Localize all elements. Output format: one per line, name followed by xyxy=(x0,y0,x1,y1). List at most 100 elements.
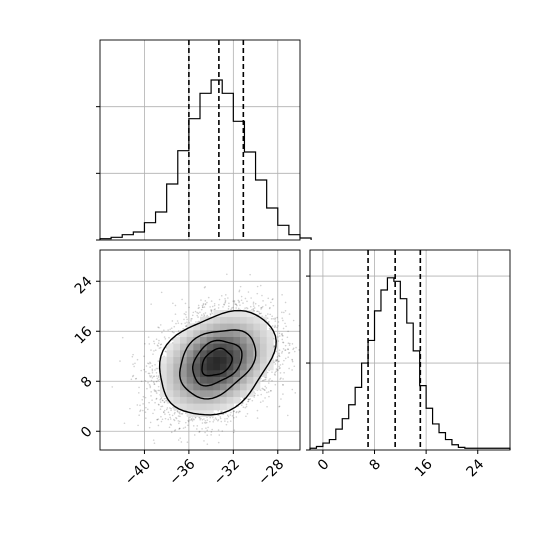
density-cell xyxy=(226,310,234,317)
scatter-point xyxy=(155,392,158,394)
scatter-point xyxy=(224,299,227,302)
scatter-point xyxy=(224,300,227,303)
density-cell xyxy=(240,316,247,324)
scatter-point xyxy=(159,399,161,401)
scatter-point xyxy=(220,295,223,297)
scatter-point xyxy=(288,351,291,354)
scatter-point xyxy=(157,418,160,420)
scatter-point xyxy=(148,362,150,365)
scatter-point xyxy=(173,429,176,432)
scatter-point xyxy=(158,389,161,392)
scatter-point xyxy=(267,382,270,384)
scatter-point xyxy=(276,369,279,371)
scatter-point xyxy=(261,294,263,297)
scatter-point xyxy=(155,338,158,341)
density-cell xyxy=(246,370,254,377)
scatter-point xyxy=(257,394,259,397)
scatter-point xyxy=(284,357,287,360)
scatter-point xyxy=(215,418,218,421)
scatter-point xyxy=(252,301,255,304)
scatter-point xyxy=(151,377,154,379)
scatter-point xyxy=(287,348,290,351)
density-cell xyxy=(213,363,221,371)
scatter-point xyxy=(265,376,267,379)
scatter-point xyxy=(178,420,181,423)
scatter-point xyxy=(226,417,228,420)
density-cell xyxy=(246,350,254,357)
scatter-point xyxy=(186,321,188,324)
scatter-point xyxy=(165,408,168,411)
scatter-point xyxy=(163,409,166,412)
scatter-point xyxy=(175,416,177,419)
density-cell xyxy=(246,376,254,384)
density-cell xyxy=(233,330,241,337)
scatter-point xyxy=(279,364,282,366)
scatter-point xyxy=(153,442,156,444)
scatter-point xyxy=(233,410,236,412)
density-cell xyxy=(160,363,167,371)
scatter-point xyxy=(177,415,180,417)
scatter-point xyxy=(187,424,189,427)
scatter-point xyxy=(152,381,155,384)
density-cell xyxy=(240,323,247,331)
scatter-point xyxy=(288,342,291,345)
scatter-point xyxy=(207,296,210,299)
density-cell xyxy=(233,363,241,371)
density-cell xyxy=(213,396,221,404)
scatter-point xyxy=(275,370,278,373)
joint-xtick-label-3: −28 xyxy=(255,456,287,488)
scatter-point xyxy=(152,353,154,355)
scatter-point xyxy=(256,417,259,419)
scatter-point xyxy=(147,336,150,338)
scatter-point xyxy=(274,383,277,386)
scatter-point xyxy=(169,418,172,420)
scatter-point xyxy=(284,309,287,312)
scatter-point xyxy=(190,318,192,320)
scatter-point xyxy=(271,379,273,382)
scatter-point xyxy=(201,422,204,424)
scatter-point xyxy=(235,416,238,418)
scatter-point xyxy=(204,422,207,424)
scatter-point xyxy=(272,304,275,307)
scatter-point xyxy=(268,321,270,323)
scatter-point xyxy=(199,311,201,314)
scatter-point xyxy=(275,359,278,362)
scatter-point xyxy=(149,361,151,364)
scatter-point xyxy=(270,390,272,392)
scatter-point xyxy=(278,360,280,363)
scatter-point xyxy=(143,368,145,371)
scatter-point xyxy=(202,303,205,306)
density-cell xyxy=(213,350,221,357)
density-cell xyxy=(266,330,274,337)
scatter-point xyxy=(282,341,285,344)
scatter-point xyxy=(291,343,294,345)
scatter-point xyxy=(247,400,249,403)
scatter-point xyxy=(190,418,193,421)
scatter-point xyxy=(203,314,206,317)
scatter-point xyxy=(155,397,158,400)
density-cell xyxy=(220,383,227,391)
scatter-point xyxy=(245,306,248,309)
scatter-point xyxy=(242,406,245,409)
scatter-point xyxy=(209,416,212,419)
scatter-point xyxy=(200,299,202,301)
joint-ytick-label-0: 0 xyxy=(78,424,96,442)
scatter-point xyxy=(219,416,222,418)
scatter-point xyxy=(235,303,238,306)
scatter-point xyxy=(163,401,166,403)
density-cell xyxy=(206,396,214,404)
scatter-point xyxy=(177,420,180,422)
density-cell xyxy=(206,336,214,344)
density-cell xyxy=(180,350,187,357)
scatter-point xyxy=(145,406,147,409)
density-cell xyxy=(180,396,187,404)
scatter-point xyxy=(278,405,281,408)
density-cell xyxy=(200,410,207,417)
density-cell xyxy=(240,343,247,351)
scatter-point xyxy=(204,286,206,288)
density-cell xyxy=(180,370,187,377)
scatter-point xyxy=(278,405,280,408)
scatter-point xyxy=(233,301,236,303)
scatter-point xyxy=(176,410,179,412)
density-cell xyxy=(200,350,207,357)
